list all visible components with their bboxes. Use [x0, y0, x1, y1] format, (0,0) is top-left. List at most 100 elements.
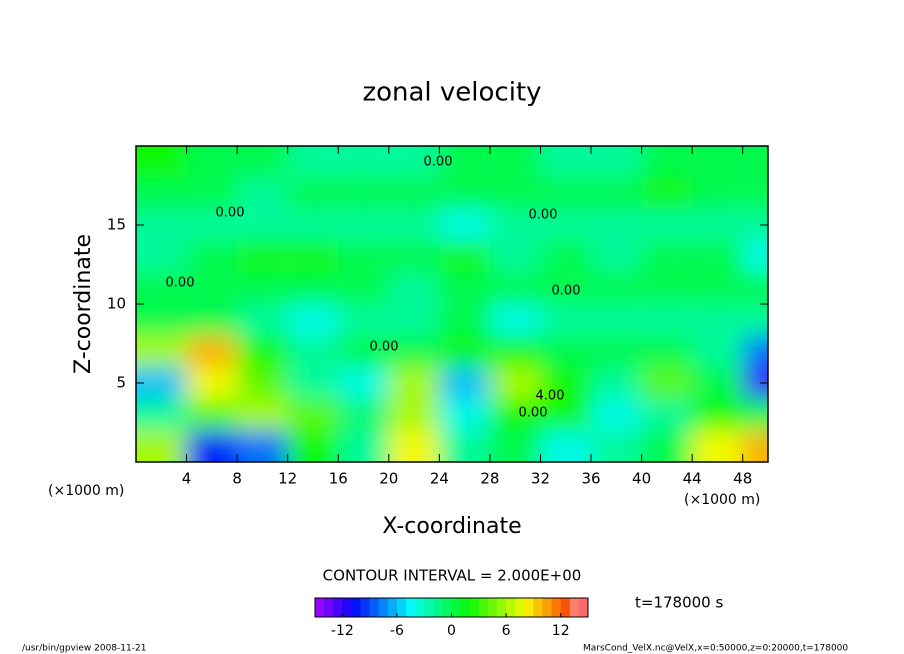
colorbar-cell: [515, 598, 525, 617]
field-cell: [186, 430, 238, 462]
field-cells: [136, 146, 768, 462]
field-cell: [237, 430, 288, 462]
field-cell: [388, 209, 440, 241]
field-cell: [388, 335, 440, 368]
field-cell: [388, 367, 440, 399]
footer: MarsCond_VelX.nc@VelX,x=0:50000,z=0:2000…: [583, 644, 848, 654]
contour-interval: CONTOUR INTERVAL = 2.000E+00: [323, 567, 582, 585]
colorbar-cell: [433, 598, 443, 617]
colorbar-cell: [497, 598, 507, 617]
field-cell: [489, 272, 541, 304]
field-cell: [237, 304, 288, 336]
colorbar-tick-label: 0: [447, 623, 456, 639]
field-cell: [287, 304, 339, 336]
field-cell: [186, 209, 238, 241]
field-cell: [439, 304, 490, 336]
field-cell: [591, 209, 642, 241]
x-tick-label: 36: [581, 470, 600, 488]
field-cell: [287, 177, 339, 210]
y-tick-label: 5: [116, 374, 126, 392]
field-cell: [439, 177, 490, 210]
field-cell: [489, 398, 541, 431]
field-cell: [287, 398, 339, 431]
field-cell: [489, 430, 541, 462]
field-cell: [540, 177, 592, 210]
x-tick-label: 16: [329, 470, 348, 488]
field-cell: [186, 335, 238, 368]
field-cell: [186, 304, 238, 336]
field-cell: [540, 430, 592, 462]
field-cell: [338, 367, 389, 399]
field-cell: [591, 398, 642, 431]
field-cell: [540, 209, 592, 241]
colorbar-cell: [369, 598, 380, 617]
field-cell: [591, 272, 642, 304]
colorbar-cell: [324, 598, 334, 617]
field-cell: [692, 146, 743, 178]
field-cell: [338, 272, 389, 304]
field-cell: [237, 272, 288, 304]
colorbar-cell: [524, 598, 534, 617]
field-cell: [540, 304, 592, 336]
colorbar-cell: [360, 598, 371, 617]
x-tick-label: 32: [531, 470, 550, 488]
field-cell: [186, 177, 238, 210]
colorbar-cell: [569, 598, 580, 617]
field-cell: [136, 304, 187, 336]
field-cell: [136, 240, 187, 273]
field-cell: [641, 146, 693, 178]
field-cell: [439, 240, 490, 273]
field-cell: [489, 335, 541, 368]
field-cell: [287, 335, 339, 368]
x-tick-label: 44: [683, 470, 702, 488]
field-cell: [742, 430, 768, 462]
colorbar-cell: [351, 598, 361, 617]
field-cell: [136, 398, 187, 431]
contour-label: 0.00: [424, 155, 453, 170]
field-cell: [186, 398, 238, 431]
field-cell: [237, 335, 288, 368]
field-cell: [692, 209, 743, 241]
field-cell: [742, 335, 768, 368]
field-cell: [388, 177, 440, 210]
field-cell: [186, 367, 238, 399]
field-cell: [388, 146, 440, 178]
field-cell: [591, 240, 642, 273]
field-cell: [489, 304, 541, 336]
footer: /usr/bin/gpview 2008-11-21: [22, 644, 146, 654]
field-cell: [540, 367, 592, 399]
field-cell: [136, 209, 187, 241]
x-tick-label: 8: [232, 470, 242, 488]
field-cell: [742, 398, 768, 431]
field-cell: [237, 177, 288, 210]
field-cell: [439, 367, 490, 399]
contour-label: 0.00: [519, 406, 548, 421]
field-cell: [237, 209, 288, 241]
contour-label: 0.00: [166, 276, 195, 291]
field-cell: [540, 335, 592, 368]
x-axis-label: X-coordinate: [382, 514, 521, 539]
field-cell: [136, 430, 187, 462]
y-tick-label: 15: [107, 216, 126, 234]
y-tick-label: 10: [107, 295, 126, 313]
colorbar-cell: [542, 598, 553, 617]
field-cell: [591, 304, 642, 336]
field-cell: [742, 240, 768, 273]
colorbar-cell: [506, 598, 516, 617]
field-cell: [338, 209, 389, 241]
field-cell: [742, 367, 768, 399]
field-cell: [641, 430, 693, 462]
field-cell: [237, 240, 288, 273]
field-cell: [388, 430, 440, 462]
field-cell: [287, 367, 339, 399]
field-cell: [439, 335, 490, 368]
field-cell: [186, 146, 238, 178]
field-cell: [742, 209, 768, 241]
x-tick-label: 24: [430, 470, 449, 488]
field-cell: [237, 398, 288, 431]
colorbar-cell: [415, 598, 425, 617]
field-cell: [692, 177, 743, 210]
colorbar-cell: [478, 598, 489, 617]
field-cell: [742, 304, 768, 336]
